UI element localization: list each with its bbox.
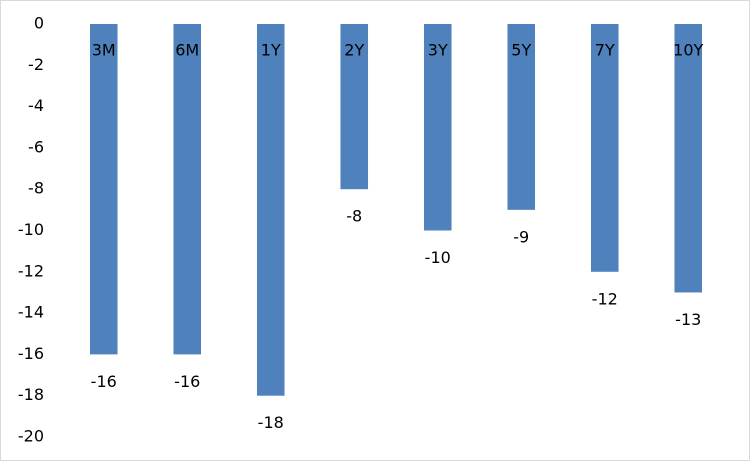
bar <box>674 24 703 293</box>
bar <box>340 24 369 190</box>
data-label: -18 <box>258 413 284 432</box>
data-label: -10 <box>425 248 451 267</box>
data-label: -16 <box>91 372 117 391</box>
data-label: -12 <box>592 289 618 308</box>
y-tick-label: -4 <box>28 96 44 115</box>
x-tick-label: 10Y <box>673 41 703 60</box>
data-label: -13 <box>675 310 701 329</box>
bar <box>256 24 285 396</box>
x-tick-label: 6M <box>175 41 199 60</box>
y-tick-label: -14 <box>18 303 44 322</box>
bar <box>507 24 536 210</box>
y-tick-label: -12 <box>18 261 44 280</box>
x-tick-label: 2Y <box>344 41 364 60</box>
x-tick-label: 3M <box>92 41 116 60</box>
bar <box>173 24 202 355</box>
y-tick-label: -2 <box>28 55 44 74</box>
bar <box>89 24 118 355</box>
x-tick-label: 5Y <box>511 41 531 60</box>
y-tick-label: -10 <box>18 220 44 239</box>
data-label: -9 <box>513 227 529 246</box>
bar <box>423 24 452 231</box>
x-tick-label: 3Y <box>428 41 448 60</box>
y-tick-label: 0 <box>34 14 44 33</box>
y-tick-label: -18 <box>18 385 44 404</box>
bar <box>590 24 619 272</box>
y-tick-label: -20 <box>18 427 44 446</box>
data-label: -16 <box>174 372 200 391</box>
y-tick-label: -8 <box>28 179 44 198</box>
x-tick-label: 1Y <box>261 41 281 60</box>
y-tick-label: -6 <box>28 137 44 156</box>
y-tick-label: -16 <box>18 344 44 363</box>
data-label: -8 <box>346 207 362 226</box>
x-tick-label: 7Y <box>595 41 615 60</box>
